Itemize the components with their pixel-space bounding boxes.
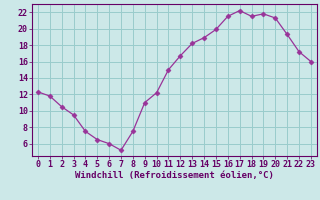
X-axis label: Windchill (Refroidissement éolien,°C): Windchill (Refroidissement éolien,°C) xyxy=(75,171,274,180)
